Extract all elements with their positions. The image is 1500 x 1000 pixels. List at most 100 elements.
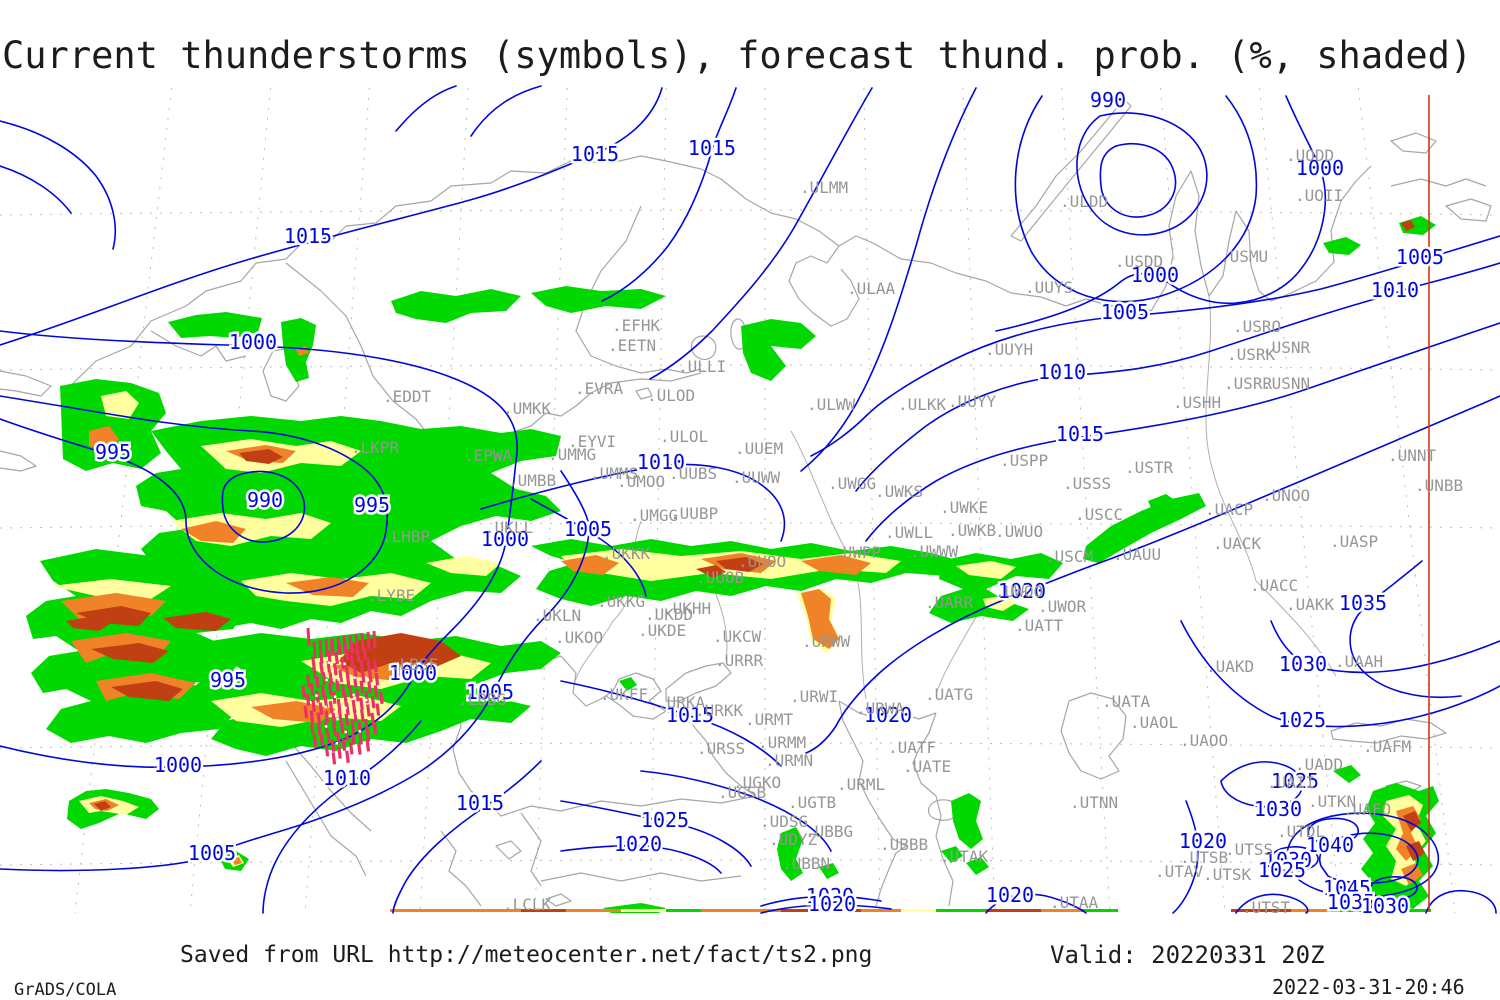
thunderstorm-symbol [319, 661, 324, 675]
thunderstorm-symbol [323, 694, 329, 708]
station-label-UWOR: .UWOR [1038, 597, 1087, 616]
storm-symbol-gap [324, 705, 327, 709]
station-label-UAOL: .UAOL [1130, 713, 1178, 732]
prob-shading-green [741, 319, 816, 381]
boundary-stripe-segment [621, 909, 666, 912]
thunderstorm-symbol [337, 708, 343, 722]
thunderstorm-symbol [324, 710, 330, 723]
station-label-UKLL: .UKLL [485, 518, 533, 537]
station-label-URKK: .URKK [695, 701, 744, 720]
isobar-1020 [560, 844, 722, 874]
isobar-line [0, 120, 117, 250]
isobar-label-1015: 1015 [1056, 422, 1104, 446]
station-label-EETN: .EETN [608, 336, 656, 355]
thunderstorm-symbol [354, 633, 359, 652]
isobar-1040 [1286, 812, 1440, 898]
prob-shading-red [1401, 220, 1415, 231]
station-label-UAFM: .UAFM [1363, 737, 1411, 756]
coastline-path [788, 245, 860, 327]
prob-shading-green [941, 846, 963, 863]
prob-shading-red [91, 643, 169, 663]
station-label-UWKS: .UWKS [875, 482, 923, 501]
station-label-ULKK: .ULKK [898, 395, 947, 414]
isobar-line [1425, 889, 1497, 914]
isobar-label-995: 995 [354, 493, 390, 517]
station-label-UUOB: .UUOB [696, 568, 744, 587]
isobar-line [1270, 846, 1319, 872]
thunderstorm-symbol [355, 649, 361, 663]
isobar-label-1020: 1020 [806, 884, 854, 908]
isobar-1010 [262, 720, 422, 914]
prob-shading-green [1333, 765, 1361, 783]
thunderstorm-symbol [340, 684, 346, 697]
thunderstorm-symbol [339, 720, 345, 734]
graticule-parallel [0, 742, 1500, 749]
thunderstorm-symbol [344, 728, 350, 741]
probability-shading-layer [26, 216, 1439, 913]
isobar-line [800, 87, 977, 472]
isobar-990 [221, 470, 306, 543]
isobar-label-1015: 1015 [666, 703, 714, 727]
station-label-LCLK: .LCLK [503, 895, 552, 914]
thunderstorm-symbol [312, 734, 318, 748]
storm-symbol-gap [325, 678, 328, 682]
station-label-URMM: .URMM [758, 733, 806, 752]
creation-timestamp: 2022-03-31-20:46 [1272, 975, 1465, 999]
station-label-UUYS: .UUYS [1025, 278, 1073, 297]
thunderstorm-symbol [309, 710, 315, 723]
station-label-UTAV: .UTAV [1155, 862, 1204, 881]
isobar-1025 [1180, 620, 1500, 728]
thunderstorm-symbol [320, 684, 326, 697]
storm-symbol-gap [335, 741, 338, 745]
isobar-1020 [760, 904, 892, 914]
thunderstorm-symbol [330, 739, 336, 752]
isobar-1015 [392, 760, 542, 914]
station-label-UBBN: .UBBN [782, 854, 830, 873]
thunderstorm-symbol [359, 697, 364, 710]
storm-symbol-gap [352, 693, 355, 697]
isobar-1025 [560, 800, 752, 867]
coastline-path [1060, 692, 1127, 780]
station-label-USRO: .USRO [1233, 317, 1281, 336]
isobar-1015 [0, 87, 663, 346]
coastline-path [285, 760, 367, 877]
prob-shading-red [94, 801, 111, 811]
station-label-UATA: .UATA [1102, 692, 1151, 711]
thunderstorm-symbol [306, 627, 311, 646]
coastline-path [440, 830, 482, 907]
prob-shading-green [168, 312, 262, 338]
map-title: Current thunderstorms (symbols), forecas… [2, 34, 1473, 77]
prob-shading-green [966, 857, 989, 875]
isobar-label-1025: 1025 [1258, 858, 1306, 882]
station-label-URKA: .URKA [657, 693, 706, 712]
isobar-label-1005: 1005 [1396, 245, 1444, 269]
station-label-UACC: .UACC [1250, 576, 1298, 595]
isobar-label-990: 990 [247, 488, 283, 512]
coastline-path [520, 812, 542, 887]
coastline-path [1390, 132, 1437, 154]
station-label-UWKE: .UWKE [940, 498, 988, 517]
thunderstorm-symbol [367, 681, 372, 694]
isobar-label-1015: 1015 [456, 791, 504, 815]
station-label-UWWW: .UWWW [910, 542, 959, 561]
thunderstorm-symbol [309, 683, 315, 696]
isobar-label-1000: 1000 [389, 661, 437, 685]
thunderstorm-symbol [370, 695, 376, 709]
station-labels-layer: .ULMM .ULAA .UODD .ULDD .UOII .USMU .USDD .UUYS… [351, 146, 1463, 917]
graticule-meridian [1259, 87, 1341, 914]
station-label-UTDL: .UTDL [1277, 822, 1325, 841]
station-label-UTSB: .UTSB [1180, 848, 1228, 867]
station-label-URWI: .URWI [790, 687, 838, 706]
thunderstorm-symbol [360, 709, 365, 722]
station-label-LYBE: .LYBE [367, 586, 415, 605]
thunderstorm-symbol [348, 634, 353, 653]
isobar-1000 [0, 330, 518, 769]
station-label-UWLL: .UWLL [885, 523, 933, 542]
station-label-USNR: .USNR [1262, 338, 1311, 357]
thunderstorm-symbol [306, 674, 311, 688]
boundary-stripe-segment [666, 909, 701, 912]
isobar-label-1010: 1010 [323, 766, 371, 790]
isobar-label-1045: 1045 [1323, 876, 1371, 900]
